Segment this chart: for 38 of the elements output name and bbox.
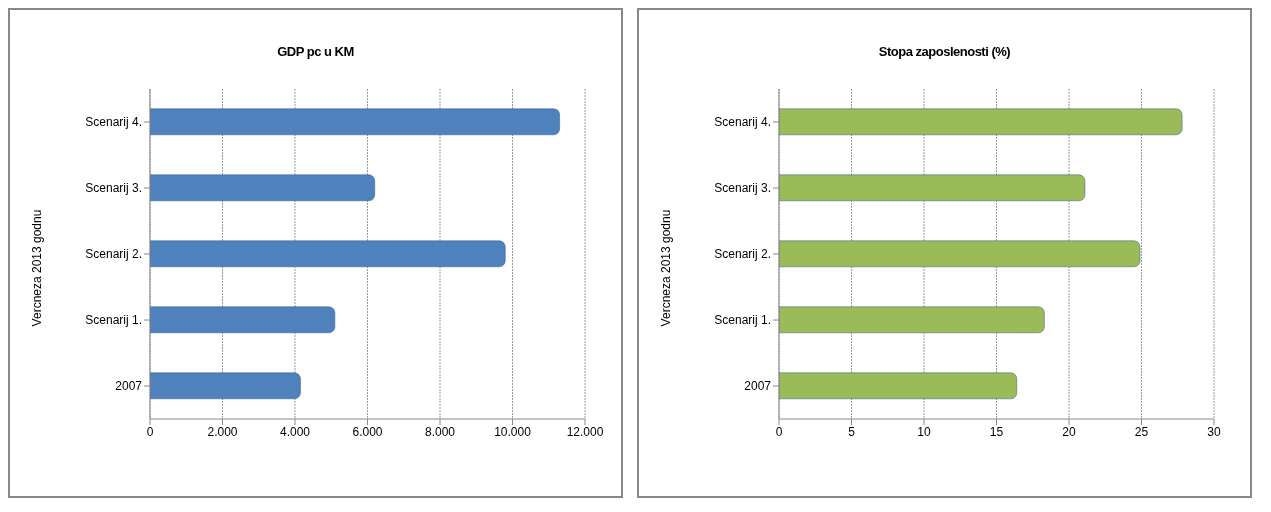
x-tick-label: 5	[848, 424, 856, 439]
bar	[150, 174, 375, 202]
y-tick-label: Scenarij 3.	[85, 181, 142, 196]
chart-title: GDP pc u KM	[276, 44, 355, 59]
bar	[779, 108, 1183, 136]
bar	[779, 174, 1086, 202]
x-tick-label: 10	[917, 424, 931, 439]
y-tick-label: 2007	[744, 379, 772, 394]
y-tick-label: Scenarij 4.	[85, 115, 142, 130]
bar	[779, 306, 1045, 334]
x-tick-label: 2.000	[207, 424, 238, 439]
x-tick-label: 15	[989, 424, 1004, 439]
text: Vercneza 2013 godnu	[30, 209, 45, 327]
y-tick-label: Scenarij 1.	[85, 313, 142, 328]
text: Vercneza 2013 godnu	[659, 209, 674, 327]
y-tick-label: Scenarij 3.	[714, 181, 771, 196]
x-tick-label: 6.000	[352, 424, 383, 439]
x-tick-label: 8.000	[424, 424, 456, 439]
bar	[779, 372, 1018, 400]
x-tick-label: 20	[1062, 424, 1076, 439]
y-tick-label: 2007	[115, 379, 143, 394]
chart-title: Stopa zaposlenosti (%)	[877, 44, 1012, 59]
bar	[150, 372, 301, 400]
x-tick-label: 10.000	[494, 424, 532, 439]
bar	[150, 108, 560, 136]
y-tick-label: Scenarij 1.	[714, 313, 771, 328]
bar	[150, 306, 336, 334]
bar	[779, 240, 1141, 268]
bar	[150, 240, 506, 268]
x-tick-label: 0	[775, 424, 783, 439]
y-tick-label: Scenarij 4.	[714, 115, 771, 130]
x-tick-label: 25	[1134, 424, 1149, 439]
y-tick-label: Scenarij 2.	[85, 247, 142, 262]
x-tick-label: 30	[1207, 424, 1221, 439]
x-tick-label: 12.000	[566, 424, 604, 439]
y-tick-label: Scenarij 2.	[714, 247, 771, 262]
x-tick-label: 4.000	[279, 424, 311, 439]
x-tick-label: 0	[146, 424, 154, 439]
